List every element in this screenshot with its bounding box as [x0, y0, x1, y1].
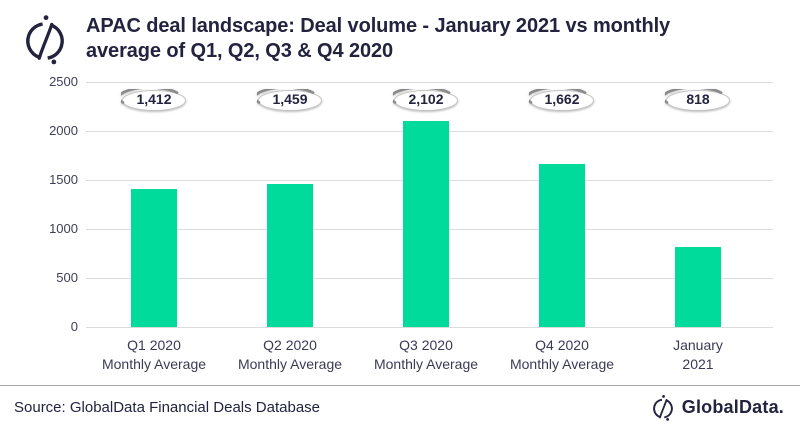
x-axis-label-line2: Monthly Average: [509, 356, 615, 372]
globaldata-logo-icon: [26, 15, 64, 65]
x-axis-label-line1: Q1 2020: [127, 337, 181, 353]
y-axis-tick: 1500: [49, 172, 78, 187]
brand-wordmark: GlobalData.: [681, 397, 784, 417]
bar: [267, 184, 313, 327]
value-label: 818: [686, 91, 710, 107]
bar: [675, 246, 721, 327]
chart-column: 1,662: [494, 82, 630, 327]
value-label: 1,662: [544, 91, 580, 107]
chart-column: 818: [630, 82, 766, 327]
value-label-oval: 2,102: [393, 89, 459, 112]
value-label: 1,459: [272, 91, 308, 107]
value-label: 1,412: [136, 91, 172, 107]
bar: [131, 188, 177, 327]
brand-lockup: GlobalData.: [650, 394, 784, 421]
value-label-oval: 1,662: [529, 89, 595, 112]
x-axis-label-line1: January: [673, 337, 723, 353]
globaldata-logo-icon: [652, 395, 673, 421]
y-axis-tick: 500: [56, 270, 78, 285]
x-axis-label-line2: Monthly Average: [101, 356, 207, 372]
y-axis-tick: 1000: [49, 221, 78, 236]
chart-column: 1,459: [222, 82, 358, 327]
x-axis-label-line2: Monthly Average: [237, 356, 343, 372]
x-axis-label: Q3 2020 Monthly Average: [358, 336, 494, 374]
x-axis-label: Q4 2020 Monthly Average: [494, 336, 630, 374]
bar: [403, 121, 449, 327]
bar-chart: 1,412 1,459 2,102 1,: [86, 82, 766, 327]
x-axis-label-line1: Q4 2020: [535, 337, 589, 353]
gridline: [86, 327, 773, 328]
chart-title: APAC deal landscape: Deal volume - Janua…: [86, 15, 671, 62]
chart-column: 2,102: [358, 82, 494, 327]
x-axis-labels: Q1 2020 Monthly Average Q2 2020 Monthly …: [86, 336, 766, 374]
value-label-oval: 818: [665, 89, 731, 112]
x-axis-label-line1: Q2 2020: [263, 337, 317, 353]
x-axis-label-line1: Q3 2020: [399, 337, 453, 353]
bar: [539, 164, 585, 327]
value-label-oval: 1,412: [121, 89, 187, 112]
value-label-oval: 1,459: [257, 89, 323, 112]
source-text: Source: GlobalData Financial Deals Datab…: [14, 399, 320, 416]
value-label: 2,102: [408, 91, 444, 107]
x-axis-label: Q1 2020 Monthly Average: [86, 336, 222, 374]
y-axis-tick: 2000: [49, 123, 78, 138]
x-axis-label-line2: 2021: [682, 356, 714, 372]
y-axis-tick: 2500: [49, 74, 78, 89]
x-axis-label: January 2021: [630, 336, 766, 374]
chart-column: 1,412: [86, 82, 222, 327]
y-axis-tick: 0: [70, 319, 78, 334]
x-axis-label: Q2 2020 Monthly Average: [222, 336, 358, 374]
gridline: [86, 82, 773, 83]
x-axis-label-line2: Monthly Average: [373, 356, 479, 372]
footer-divider: [0, 385, 800, 386]
